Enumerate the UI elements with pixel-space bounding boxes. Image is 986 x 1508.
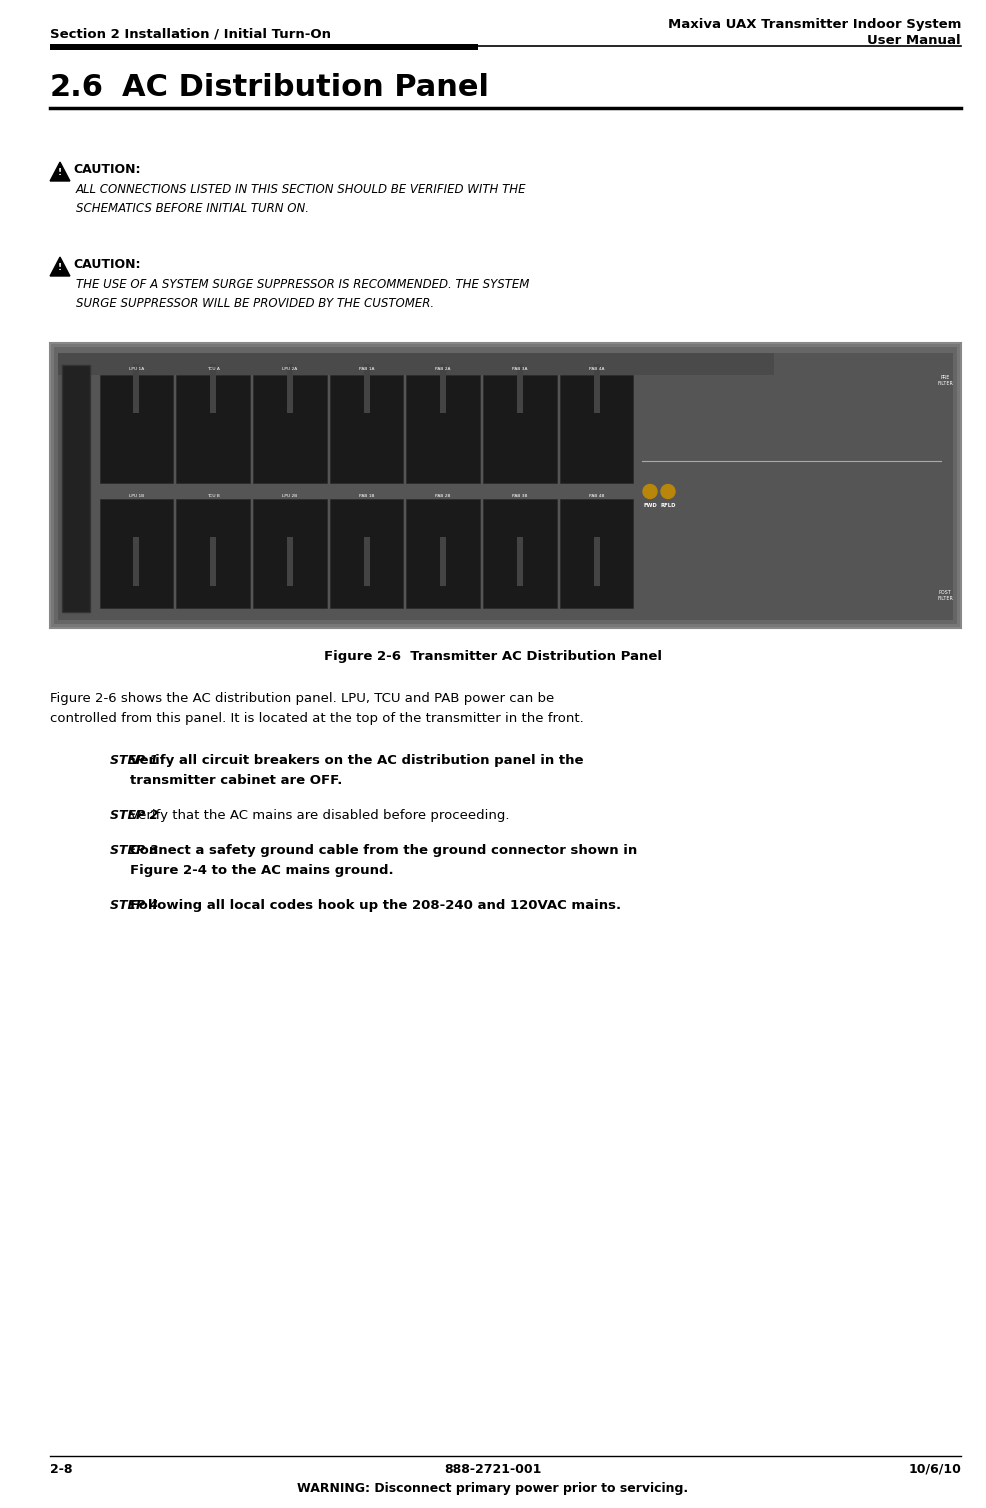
Text: STEP 4: STEP 4 [110, 899, 158, 912]
Text: LPU 1B: LPU 1B [129, 495, 144, 499]
Bar [483, 499, 557, 608]
Text: Connect a safety ground cable from the ground connector shown in: Connect a safety ground cable from the g… [130, 844, 637, 857]
Bar [364, 537, 370, 587]
Text: WARNING: Disconnect primary power prior to servicing.: WARNING: Disconnect primary power prior … [298, 1482, 688, 1494]
Text: PAB 2A: PAB 2A [436, 366, 451, 371]
Bar [176, 499, 249, 608]
Bar [253, 499, 326, 608]
Bar [253, 375, 326, 484]
Bar [58, 353, 774, 375]
Bar [560, 375, 633, 484]
Text: PRE
FILTER: PRE FILTER [937, 375, 952, 386]
Text: 888-2721-001: 888-2721-001 [445, 1463, 541, 1476]
Text: PAB 1A: PAB 1A [359, 366, 375, 371]
Text: PAB 3B: PAB 3B [512, 495, 528, 499]
Bar [406, 375, 480, 484]
Bar [100, 375, 174, 484]
Text: FWD: FWD [643, 504, 657, 508]
Bar [594, 363, 599, 413]
Bar [287, 537, 293, 587]
Bar [329, 499, 403, 608]
Bar [594, 537, 599, 587]
Text: Verify that the AC mains are disabled before proceeding.: Verify that the AC mains are disabled be… [130, 808, 510, 822]
Text: Maxiva UAX Transmitter Indoor System: Maxiva UAX Transmitter Indoor System [668, 18, 961, 32]
Text: CAUTION:: CAUTION: [74, 258, 141, 271]
Bar [62, 365, 90, 612]
Text: PAB 4A: PAB 4A [589, 366, 604, 371]
Text: TCU B: TCU B [207, 495, 220, 499]
Text: STEP 2: STEP 2 [110, 808, 158, 822]
Text: controlled from this panel. It is located at the top of the transmitter in the f: controlled from this panel. It is locate… [50, 712, 584, 725]
Bar [50, 342, 961, 627]
Circle shape [661, 484, 675, 499]
Text: LPU 2B: LPU 2B [282, 495, 298, 499]
Text: TCU A: TCU A [207, 366, 220, 371]
Text: ALL CONNECTIONS LISTED IN THIS SECTION SHOULD BE VERIFIED WITH THE: ALL CONNECTIONS LISTED IN THIS SECTION S… [76, 182, 526, 196]
Circle shape [643, 484, 657, 499]
Text: LPU 1A: LPU 1A [129, 366, 144, 371]
Text: POST
FILTER: POST FILTER [937, 590, 952, 600]
Bar [133, 363, 139, 413]
Bar [54, 347, 957, 624]
Text: Following all local codes hook up the 208-240 and 120VAC mains.: Following all local codes hook up the 20… [130, 899, 621, 912]
Text: THE USE OF A SYSTEM SURGE SUPPRESSOR IS RECOMMENDED. THE SYSTEM: THE USE OF A SYSTEM SURGE SUPPRESSOR IS … [76, 277, 528, 291]
Bar [100, 499, 174, 608]
Bar [440, 537, 447, 587]
Bar [287, 363, 293, 413]
Text: User Manual: User Manual [868, 35, 961, 47]
Polygon shape [50, 256, 70, 276]
Text: !: ! [58, 262, 62, 271]
Bar [406, 499, 480, 608]
Text: PAB 4B: PAB 4B [589, 495, 604, 499]
Text: PAB 3A: PAB 3A [512, 366, 528, 371]
Text: RFLD: RFLD [661, 504, 675, 508]
Text: 10/6/10: 10/6/10 [908, 1463, 961, 1476]
Text: Verify all circuit breakers on the AC distribution panel in the: Verify all circuit breakers on the AC di… [130, 754, 584, 768]
Bar [440, 363, 447, 413]
Text: Figure 2-4 to the AC mains ground.: Figure 2-4 to the AC mains ground. [130, 864, 393, 878]
Bar [517, 363, 523, 413]
Text: STEP 1: STEP 1 [110, 754, 158, 768]
Text: 2-8: 2-8 [50, 1463, 73, 1476]
Bar [176, 375, 249, 484]
Text: 2.6: 2.6 [50, 72, 104, 103]
Bar [483, 375, 557, 484]
Bar [50, 44, 478, 50]
Text: Section 2 Installation / Initial Turn-On: Section 2 Installation / Initial Turn-On [50, 29, 331, 41]
Bar [133, 537, 139, 587]
Text: STEP 3: STEP 3 [110, 844, 158, 857]
Bar [58, 353, 953, 620]
Text: SCHEMATICS BEFORE INITIAL TURN ON.: SCHEMATICS BEFORE INITIAL TURN ON. [76, 202, 309, 216]
Text: SURGE SUPPRESSOR WILL BE PROVIDED BY THE CUSTOMER.: SURGE SUPPRESSOR WILL BE PROVIDED BY THE… [76, 297, 434, 311]
Text: PAB 1B: PAB 1B [359, 495, 375, 499]
Bar [210, 537, 216, 587]
Bar [364, 363, 370, 413]
Text: PAB 2B: PAB 2B [436, 495, 451, 499]
Bar [560, 499, 633, 608]
Text: AC Distribution Panel: AC Distribution Panel [122, 72, 489, 103]
Text: transmitter cabinet are OFF.: transmitter cabinet are OFF. [130, 774, 342, 787]
Text: LPU 2A: LPU 2A [282, 366, 298, 371]
Polygon shape [50, 161, 70, 181]
Bar [210, 363, 216, 413]
Text: CAUTION:: CAUTION: [74, 163, 141, 176]
Text: Figure 2-6 shows the AC distribution panel. LPU, TCU and PAB power can be: Figure 2-6 shows the AC distribution pan… [50, 692, 554, 706]
Text: !: ! [58, 167, 62, 176]
Bar [329, 375, 403, 484]
Text: Figure 2-6  Transmitter AC Distribution Panel: Figure 2-6 Transmitter AC Distribution P… [324, 650, 662, 664]
Bar [517, 537, 523, 587]
